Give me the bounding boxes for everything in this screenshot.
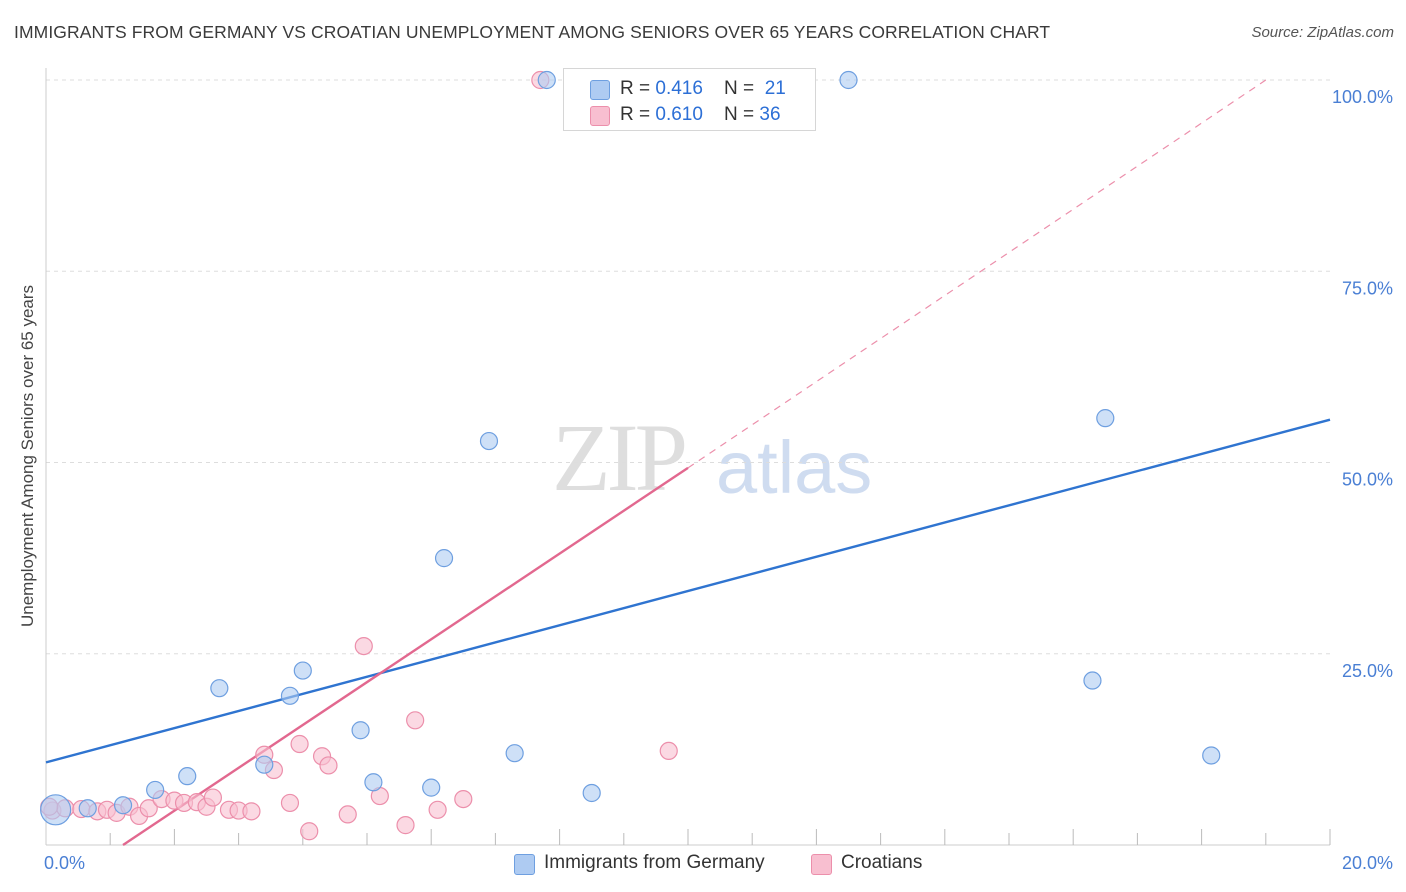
legend-label: Croatians [841, 852, 923, 873]
legend-r-value: 0.610 [655, 104, 703, 125]
trend-line-croatians-extension [687, 79, 1267, 469]
legend-swatch-pink [811, 854, 832, 875]
y-tick-label: 75.0% [1342, 278, 1393, 298]
data-point-croatians [338, 805, 357, 824]
y-tick-label: 25.0% [1342, 661, 1393, 681]
legend-n-value: 36 [759, 104, 781, 125]
data-point-germany [78, 799, 97, 818]
data-point-croatians [203, 788, 223, 807]
source-label: Source: ZipAtlas.com [1251, 24, 1394, 41]
data-point-croatians [300, 822, 319, 841]
data-point-germany [113, 796, 133, 815]
data-point-germany [1096, 409, 1115, 428]
data-point-croatians [428, 800, 447, 819]
data-point-germany [146, 780, 165, 800]
legend-swatch-blue [514, 854, 535, 875]
correlation-legend: R = 0.416 N = 21 R = 0.610 N = 36 [563, 68, 816, 131]
legend-n-label: N = [724, 78, 760, 99]
data-points [40, 70, 1221, 841]
data-point-croatians [139, 799, 158, 818]
data-point-germany [1083, 671, 1102, 690]
trend-line-germany [45, 418, 1331, 764]
data-point-croatians [354, 636, 373, 656]
data-point-croatians [280, 793, 300, 813]
legend-n-label: N = [724, 104, 760, 125]
x-tick-label: 0.0% [44, 853, 85, 873]
legend-swatch-pink [590, 106, 610, 126]
data-point-croatians [659, 741, 678, 761]
data-point-germany [40, 794, 72, 826]
data-point-croatians [319, 756, 338, 775]
legend-swatch-blue [590, 80, 610, 100]
axis-labels: 25.0% 50.0% 75.0% 100.0% 0.0% 20.0% Unemployme… [18, 87, 1393, 873]
data-point-croatians [406, 711, 425, 730]
data-point-germany [422, 778, 441, 797]
data-point-croatians [290, 734, 309, 754]
data-point-germany [1202, 746, 1221, 765]
data-point-germany [505, 744, 524, 763]
data-point-croatians [454, 789, 473, 809]
watermark-zip: ZIP [552, 404, 688, 511]
data-point-germany [434, 549, 454, 568]
legend-label: Immigrants from Germany [544, 852, 765, 873]
data-point-germany [293, 661, 312, 680]
data-point-croatians [242, 802, 261, 821]
x-tick-label: 20.0% [1342, 853, 1393, 873]
axes [45, 68, 1331, 846]
data-point-germany [479, 431, 499, 451]
legend-n-value: 21 [764, 78, 786, 99]
trend-lines [45, 79, 1331, 846]
data-point-germany [582, 783, 601, 803]
legend-r-label: R = [620, 78, 656, 99]
data-point-germany [178, 767, 197, 786]
data-point-germany [537, 70, 556, 90]
trend-line-croatians [122, 466, 689, 846]
data-point-germany [210, 679, 229, 698]
data-point-germany [280, 686, 300, 705]
data-point-germany [364, 773, 383, 792]
data-point-germany [255, 755, 274, 774]
y-tick-label: 100.0% [1332, 87, 1393, 107]
legend-r-label: R = [620, 104, 656, 125]
legend-r-value: 0.416 [655, 78, 703, 99]
y-tick-label: 50.0% [1342, 470, 1393, 490]
data-point-germany [839, 70, 858, 90]
watermark-atlas: atlas [716, 426, 873, 509]
chart-title: IMMIGRANTS FROM GERMANY VS CROATIAN UNEM… [14, 22, 1051, 42]
data-point-germany [351, 721, 370, 740]
y-axis-label: Unemployment Among Seniors over 65 years [18, 285, 37, 627]
data-point-croatians [396, 816, 415, 835]
grid-lines [46, 79, 1330, 655]
